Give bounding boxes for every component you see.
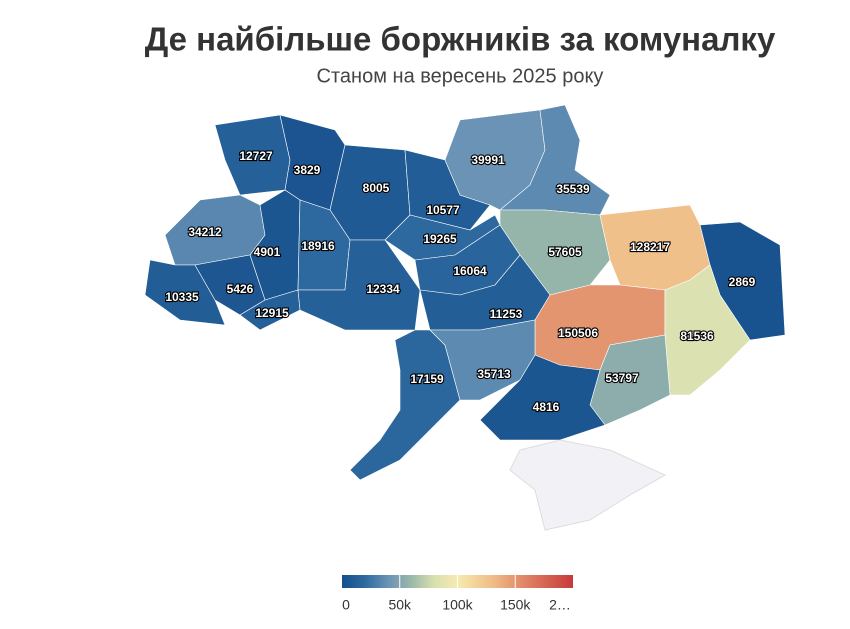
region-value-label: 5426 xyxy=(227,282,254,296)
region-value-label: 2869 xyxy=(729,275,756,289)
region-value-label: 39991 xyxy=(471,153,505,167)
legend-tick-label: 100k xyxy=(442,597,473,613)
region xyxy=(144,259,226,326)
region-value-label: 17159 xyxy=(410,372,444,386)
title: Де найбільше боржників за комуналку xyxy=(145,21,776,58)
region xyxy=(297,239,421,331)
region-value-label: 4901 xyxy=(254,245,281,259)
region xyxy=(479,354,606,441)
region-value-label: 12915 xyxy=(255,306,289,320)
region-value-label: 34212 xyxy=(188,225,222,239)
region-value-label: 57605 xyxy=(548,245,582,259)
legend-tick-label: 2… xyxy=(549,597,571,613)
region-value-label: 4816 xyxy=(533,400,560,414)
region-value-label: 81536 xyxy=(680,329,714,343)
legend-tick-label: 0 xyxy=(342,597,350,613)
region-value-label: 150506 xyxy=(558,326,598,340)
region-value-label: 12334 xyxy=(366,282,400,296)
crimea xyxy=(509,439,667,531)
region-value-label: 11253 xyxy=(490,307,523,321)
region-value-label: 3829 xyxy=(294,163,321,177)
region-value-label: 53797 xyxy=(605,371,639,385)
region-value-label: 19265 xyxy=(423,232,457,246)
region-value-label: 10335 xyxy=(165,290,199,304)
region-value-label: 8005 xyxy=(363,181,390,195)
region-value-label: 16064 xyxy=(453,264,487,278)
legend-tick-label: 150k xyxy=(500,597,531,613)
regions xyxy=(144,104,786,481)
region xyxy=(349,329,461,481)
region-value-label: 12727 xyxy=(239,149,273,163)
region-value-label: 128217 xyxy=(630,240,670,254)
region-value-label: 35539 xyxy=(556,182,590,196)
region-value-label: 18916 xyxy=(301,239,335,253)
region-value-label: 35713 xyxy=(477,367,511,381)
legend: 0 50k 100k 150k 2… xyxy=(342,575,571,613)
subtitle: Станом на вересень 2025 року xyxy=(317,65,604,87)
labels: 12727 3829 8005 10577 39991 35539 34212 4901 189… xyxy=(164,148,757,415)
region-value-label: 10577 xyxy=(426,203,460,217)
legend-tick-label: 50k xyxy=(388,597,412,613)
